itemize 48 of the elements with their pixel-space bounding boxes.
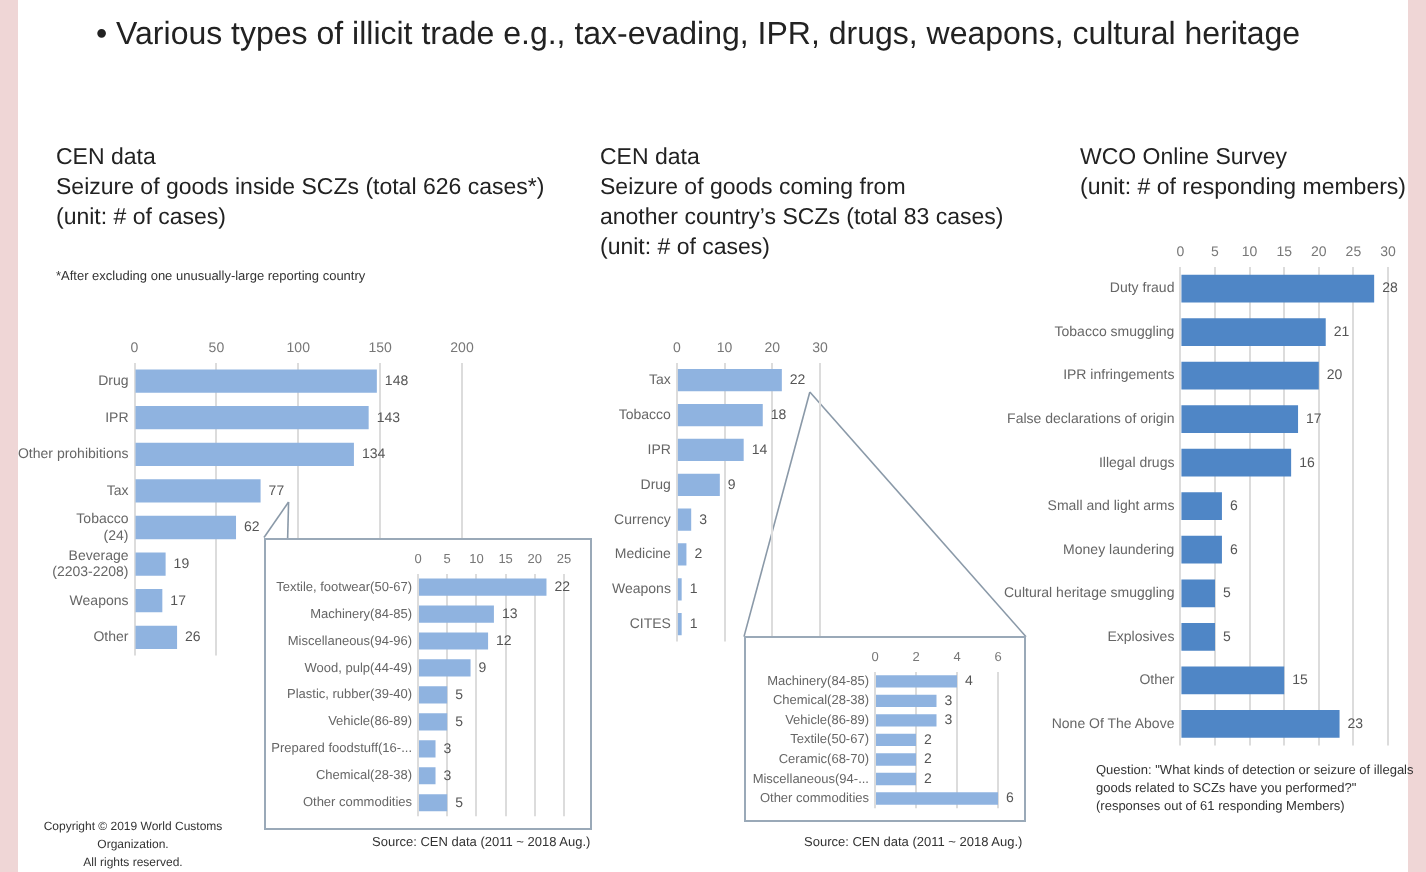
bar bbox=[1181, 361, 1319, 390]
bar bbox=[876, 714, 937, 727]
bar bbox=[677, 403, 763, 427]
bar bbox=[419, 794, 448, 812]
bar bbox=[419, 632, 489, 650]
bar bbox=[677, 543, 687, 566]
text: • Various types of illicit trade e.g., tax-evading, IPR, drugs, weapons, cultural heritage bbox=[96, 18, 1303, 52]
bar bbox=[1181, 492, 1222, 521]
chart-title: CEN data bbox=[600, 144, 702, 174]
bar bbox=[419, 605, 494, 623]
bar bbox=[1181, 622, 1216, 651]
bar bbox=[1181, 666, 1285, 695]
bar bbox=[135, 552, 166, 576]
bar bbox=[876, 694, 937, 708]
bar bbox=[135, 479, 261, 503]
bar bbox=[419, 659, 471, 677]
bar bbox=[1181, 535, 1222, 564]
chart-subtitle: Seizure of goods inside SCZs (total 626 cases*) (unit: # of cases) bbox=[56, 174, 547, 234]
bar bbox=[1181, 709, 1340, 738]
bar bbox=[677, 369, 782, 392]
bar bbox=[876, 675, 957, 688]
bar bbox=[677, 508, 692, 531]
bar bbox=[419, 713, 448, 731]
bar bbox=[876, 772, 916, 786]
bar bbox=[1181, 405, 1299, 434]
bar bbox=[419, 767, 436, 785]
bar bbox=[135, 515, 237, 540]
bar bbox=[135, 406, 369, 430]
bar bbox=[135, 625, 178, 649]
bar bbox=[135, 589, 163, 613]
bar bbox=[1181, 579, 1216, 608]
bar bbox=[419, 686, 448, 704]
bar bbox=[876, 753, 916, 766]
bar bbox=[876, 733, 916, 747]
bar bbox=[135, 442, 354, 466]
bar bbox=[677, 473, 720, 496]
bar bbox=[419, 740, 436, 758]
chart-title: CEN data bbox=[56, 144, 158, 174]
bar bbox=[1181, 318, 1326, 346]
chart-subtitle: Seizure of goods coming from another country’s SCZs (total 83 cases) (unit: # of cases) bbox=[600, 174, 1006, 264]
bar bbox=[876, 792, 998, 805]
chart-title: WCO Online Survey bbox=[1080, 144, 1290, 174]
bar bbox=[1181, 448, 1292, 477]
bar bbox=[1181, 274, 1375, 303]
bar bbox=[677, 438, 744, 462]
chart-subtitle: (unit: # of responding members) bbox=[1080, 174, 1408, 204]
bar bbox=[419, 578, 547, 596]
bar bbox=[135, 369, 377, 393]
